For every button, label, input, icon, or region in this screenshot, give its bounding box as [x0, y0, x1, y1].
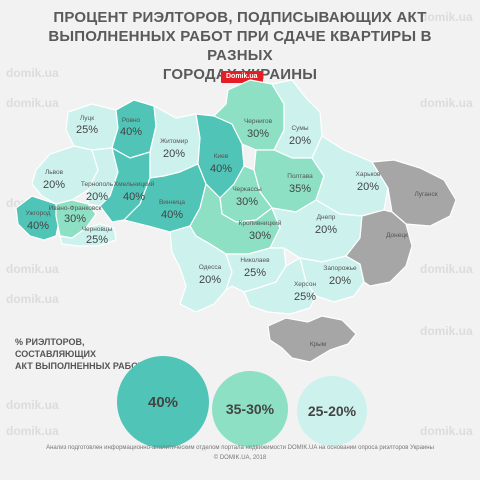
- city-label: Черновцы: [82, 226, 113, 233]
- legend-title: % РИЭЛТОРОВ, СОСТАВЛЯЮЩИХ АКТ ВЫПОЛНЕННЫ…: [15, 337, 144, 371]
- legend-circle-mid: 35-30%: [212, 371, 288, 447]
- city-label: Житомир: [160, 138, 188, 145]
- legend-circle-high: 40%: [117, 356, 209, 448]
- watermark: domik.ua: [6, 66, 59, 80]
- city-label: Днепр: [317, 214, 336, 221]
- region-crimea: [267, 315, 357, 363]
- percent-label: 30%: [247, 128, 269, 140]
- percent-label: 20%: [289, 135, 311, 147]
- region-kherson: [243, 257, 317, 315]
- page-title: ПРОЦЕНТ РИЭЛТОРОВ, ПОДПИСЫВАЮЩИХ АКТ ВЫП…: [48, 9, 432, 83]
- percent-label: 25%: [76, 124, 98, 136]
- percent-label: 20%: [199, 274, 221, 286]
- city-label: Одесса: [199, 264, 222, 271]
- percent-label: 40%: [27, 220, 49, 232]
- watermark: domik.ua: [6, 292, 59, 306]
- occupied-label-luhansk: Луганск: [414, 191, 437, 198]
- watermark: domik.ua: [420, 96, 473, 110]
- watermark: domik.ua: [6, 398, 59, 412]
- occupied-label-donetsk: Донецк: [386, 232, 408, 239]
- watermark: domik.ua: [420, 10, 473, 24]
- city-label: Черкассы: [232, 186, 262, 193]
- city-label: Хмельницкий: [114, 180, 155, 188]
- percent-label: 30%: [249, 230, 271, 242]
- footer-note: Анализ подготовлен информационно-аналити…: [46, 445, 434, 461]
- region-luhansk: [371, 159, 457, 227]
- city-label: Ужгород: [26, 210, 51, 217]
- city-label: Винница: [159, 199, 185, 206]
- city-label: Ивано-Франковск: [49, 205, 102, 212]
- region-chernivtsi: [59, 223, 117, 247]
- percent-label: 20%: [315, 224, 337, 236]
- city-label: Полтава: [287, 173, 313, 180]
- watermark: domik.ua: [6, 424, 59, 438]
- percent-label: 30%: [64, 213, 86, 225]
- city-label: Херсон: [294, 281, 317, 288]
- region-odesa: [169, 225, 233, 313]
- city-label: Запорожье: [323, 265, 357, 272]
- watermark: domik.ua: [420, 424, 473, 438]
- city-label: Ровно: [122, 117, 141, 124]
- percent-label: 40%: [120, 126, 142, 138]
- percent-label: 20%: [163, 148, 185, 160]
- occupied-label-crimea: Крым: [310, 341, 327, 348]
- city-label: Чернигов: [244, 118, 273, 125]
- percent-label: 20%: [357, 181, 379, 193]
- city-label: Николаев: [240, 257, 270, 264]
- percent-label: 40%: [210, 163, 232, 175]
- city-label: Харьков: [356, 171, 381, 178]
- percent-label: 30%: [236, 196, 258, 208]
- region-uzhgorod: [15, 195, 61, 241]
- city-label: Кропивницкий: [239, 219, 282, 227]
- percent-label: 25%: [294, 291, 316, 303]
- percent-label: 25%: [244, 267, 266, 279]
- watermark: domik.ua: [6, 96, 59, 110]
- percent-label: 25%: [86, 234, 108, 246]
- city-label: Луцк: [80, 115, 94, 122]
- city-label: Сумы: [291, 125, 308, 132]
- city-label: Киев: [214, 153, 229, 160]
- percent-label: 20%: [43, 179, 65, 191]
- watermark: domik.ua: [420, 324, 473, 338]
- percent-label: 40%: [161, 209, 183, 221]
- watermark: domik.ua: [420, 262, 473, 276]
- watermark: domik.ua: [6, 262, 59, 276]
- percent-label: 20%: [86, 191, 108, 203]
- percent-label: 20%: [329, 275, 351, 287]
- percent-label: 35%: [289, 183, 311, 195]
- region-donetsk: [345, 209, 413, 287]
- city-label: Тернополь: [81, 181, 114, 188]
- city-label: Львов: [45, 169, 64, 176]
- legend-circle-low: 25-20%: [297, 376, 367, 446]
- percent-label: 40%: [123, 191, 145, 203]
